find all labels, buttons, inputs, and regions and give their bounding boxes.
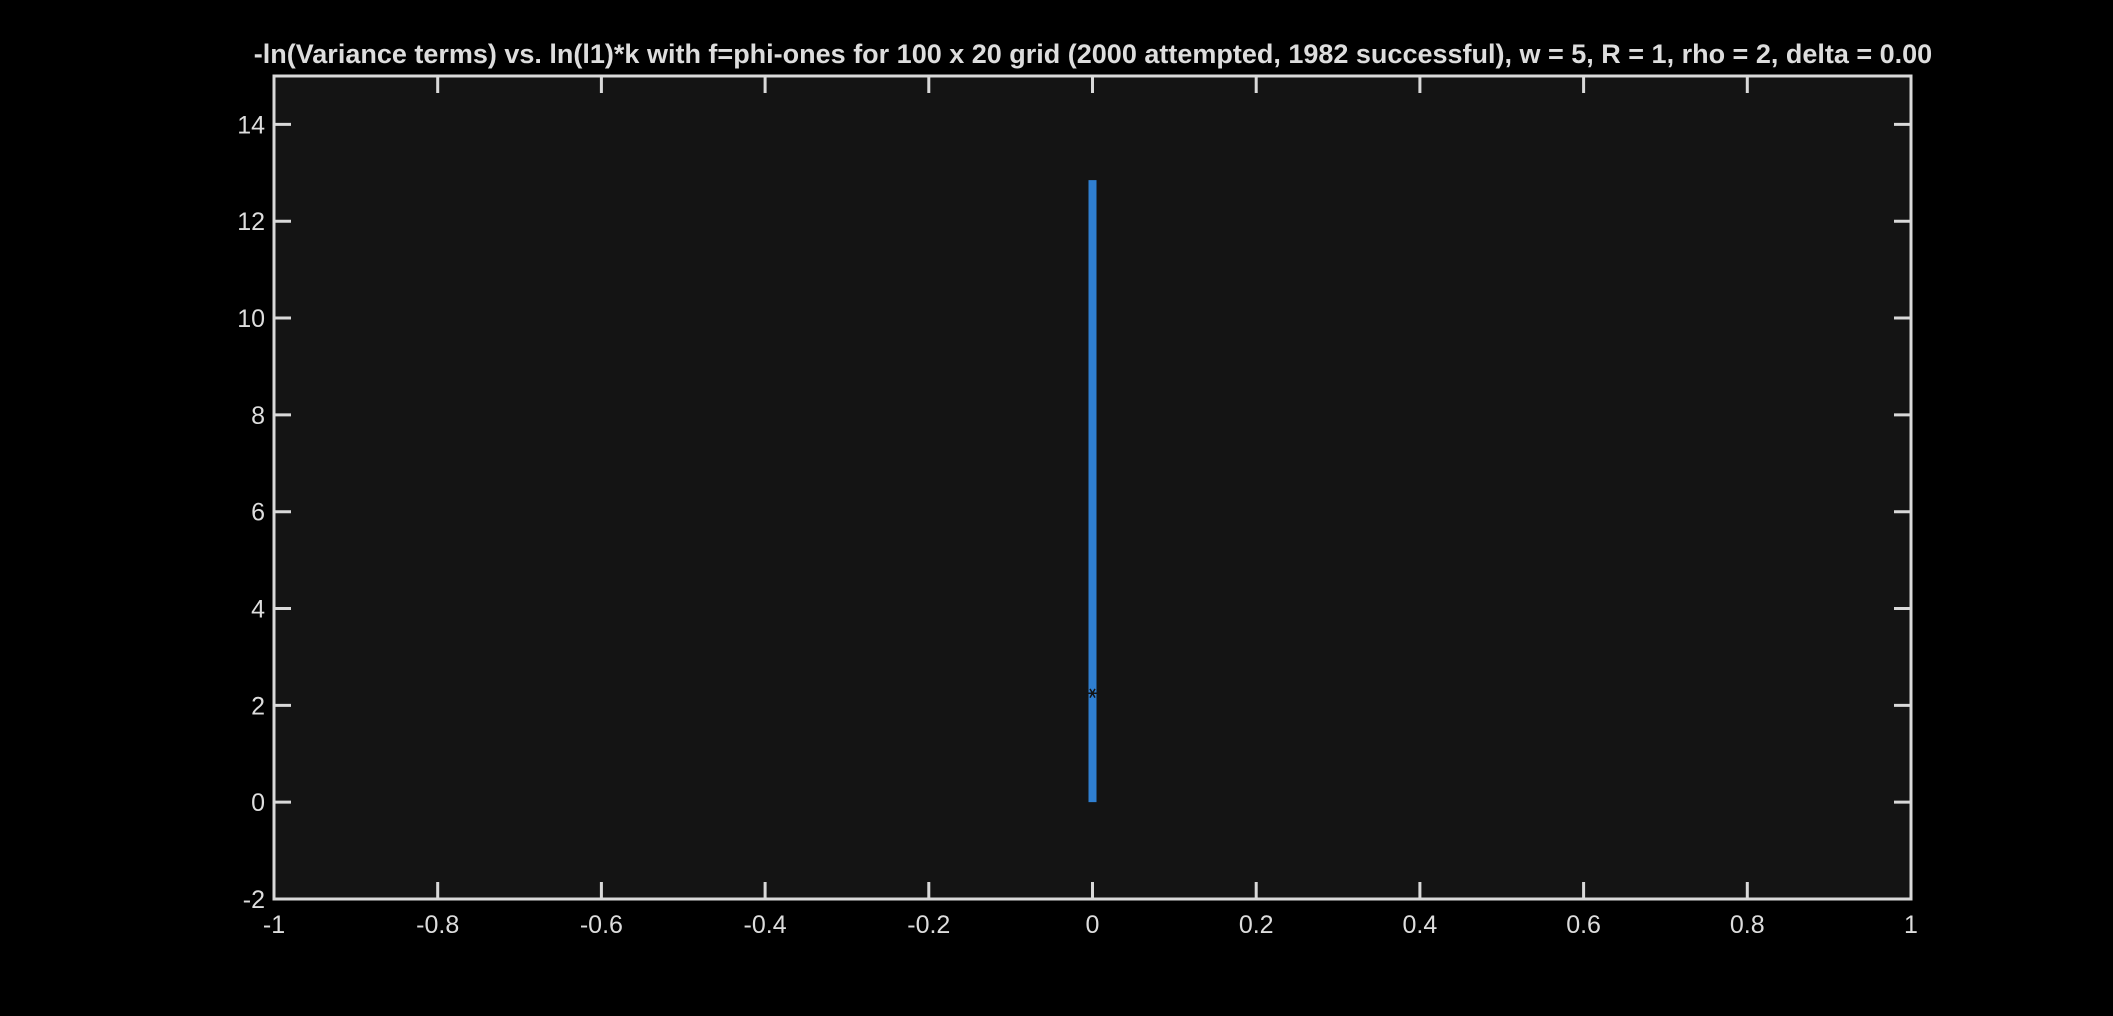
x-tick-label: 0.6 — [1566, 911, 1601, 939]
x-tick-label: 0.4 — [1403, 911, 1438, 939]
y-tick-label: 6 — [251, 499, 265, 527]
x-tick-label: -0.2 — [907, 911, 950, 939]
x-tick-label: 0.8 — [1730, 911, 1765, 939]
y-tick-label: 14 — [237, 111, 265, 139]
star-marker — [1087, 688, 1098, 698]
y-tick-label: 8 — [251, 402, 265, 430]
x-tick-label: -1 — [263, 911, 285, 939]
plot-border — [272, 74, 1913, 901]
series-layer — [1087, 180, 1098, 803]
y-axis: -2 0 2 4 6 8 10 12 14 — [237, 111, 1911, 914]
y-tick-label: 12 — [237, 208, 265, 236]
y-tick-label: 10 — [237, 305, 265, 333]
x-tick-label: -0.4 — [744, 911, 787, 939]
star-marker-stroke — [1089, 688, 1096, 698]
y-tick-label: 2 — [251, 692, 265, 720]
x-tick-label: 0 — [1086, 911, 1100, 939]
y-tick-label: 0 — [251, 789, 265, 817]
x-tick-label: -0.8 — [416, 911, 459, 939]
chart-title: -ln(Variance terms) vs. ln(l1)*k with f=… — [254, 39, 1932, 69]
x-tick-label: 0.2 — [1239, 911, 1274, 939]
x-tick-label: 1 — [1904, 911, 1918, 939]
y-tick-label: -2 — [243, 886, 265, 914]
x-tick-label: -0.6 — [580, 911, 623, 939]
y-tick-label: 4 — [251, 596, 265, 624]
x-axis: -1 -0.8 -0.6 -0.4 -0.2 0 0.2 0.4 0.6 0.8 1 — [263, 76, 1918, 939]
